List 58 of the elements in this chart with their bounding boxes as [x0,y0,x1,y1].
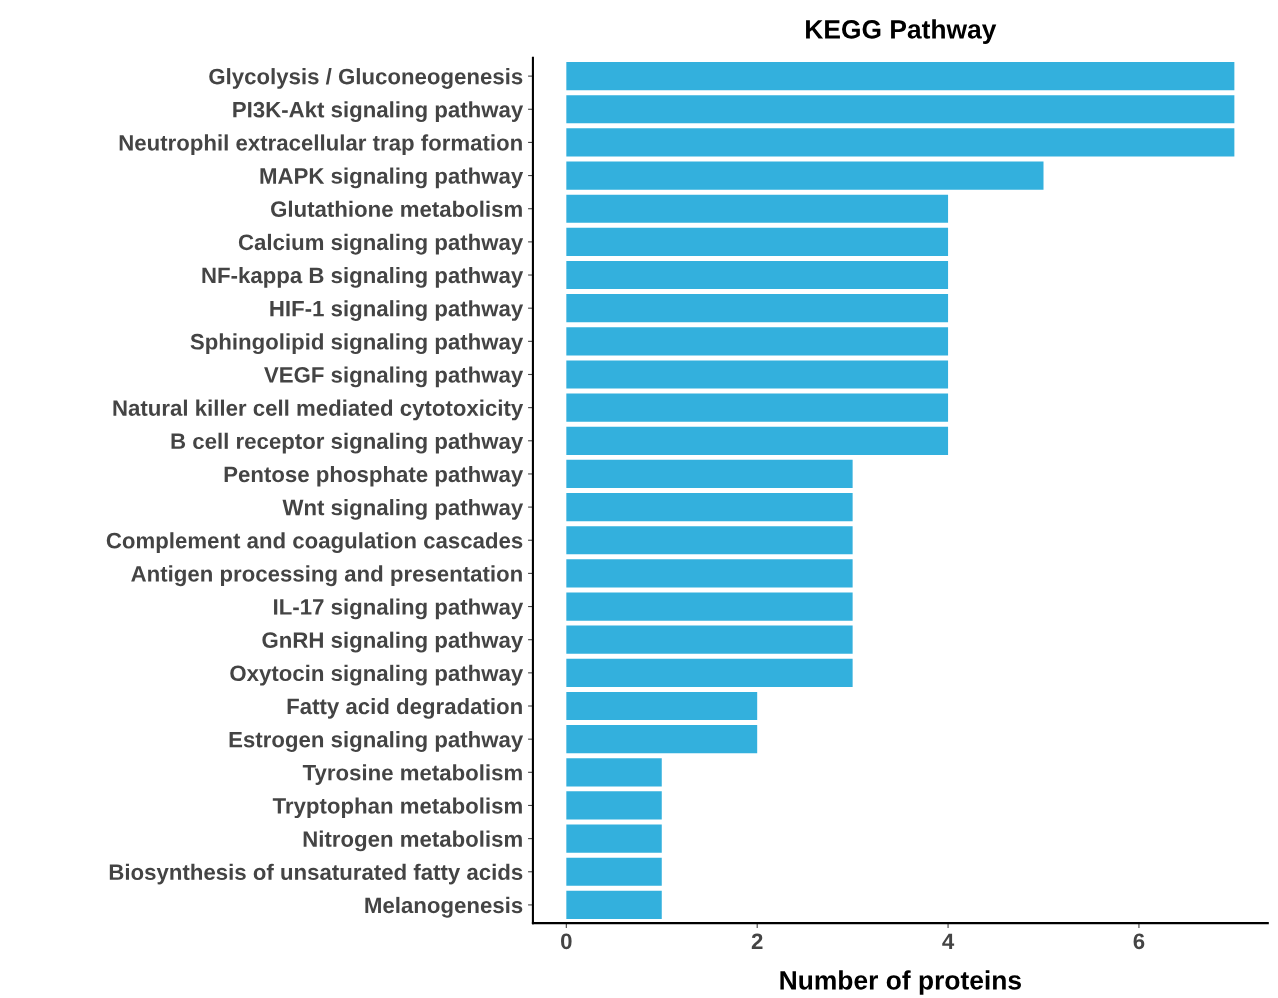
y-tick-label: Pentose phosphate pathway [224,465,524,487]
y-tick-label: VEGF signaling pathway [264,366,524,388]
x-tick-label: 0 [561,933,572,950]
bar [566,592,853,621]
bar [566,658,853,687]
bar [566,227,949,256]
y-tick-label: MAPK signaling pathway [260,167,524,189]
y-tick-label: Glycolysis / Gluconeogenesis [209,68,523,89]
bar [566,62,1235,91]
bar [566,327,949,356]
y-tick-label: IL-17 signaling pathway [274,598,524,620]
bar [566,360,949,389]
y-tick-label: Oxytocin signaling pathway [230,664,524,686]
y-tick-label: Calcium signaling pathway [238,233,524,255]
bar [566,758,662,787]
bar [566,393,949,422]
chart-title: KEGG Pathway [806,19,997,44]
x-tick-label: 2 [751,933,763,949]
bar [566,459,853,489]
y-tick-label: Estrogen signaling pathway [229,731,524,752]
y-tick-label: Wnt signaling pathway [282,499,524,520]
y-tick-label: Glutathione metabolism [271,200,522,217]
y-tick-label: Complement and coagulation cascades [106,532,523,554]
y-tick-label: HIF-1 signaling pathway [270,300,524,321]
bar [566,526,853,555]
bar [566,725,758,754]
y-tick-label: B cell receptor signaling pathway [171,432,524,454]
bar [566,426,949,455]
y-tick-label: Tryptophan metabolism [272,797,522,819]
y-tick-label: Fatty acid degradation [287,697,522,719]
y-tick-label: Biosynthesis of unsaturated fatty acids [109,863,523,885]
bar [566,559,853,588]
x-tick-label: 6 [1133,933,1145,950]
y-tick-label: Tyrosine metabolism [302,764,522,785]
y-tick-label: Antigen processing and presentation [131,565,522,587]
bar [566,691,758,721]
bar [566,824,662,853]
y-tick-label: Nitrogen metabolism [303,830,522,852]
bar [566,791,662,820]
bar [566,194,949,223]
y-tick-label: PI3K-Akt signaling pathway [233,101,524,123]
bar [566,294,949,323]
bar [566,128,1235,157]
bar [566,625,853,654]
bar [566,890,662,920]
x-axis-title: Number of proteins [780,970,1021,995]
y-tick-label: Melanogenesis [365,896,523,918]
bar [566,857,662,886]
y-tick-label: Sphingolipid signaling pathway [190,333,524,355]
x-tick-label: 4 [942,933,955,949]
y-tick-label: Neutrophil extracellular trap formation [119,134,522,156]
y-tick-label: NF-kappa B signaling pathway [202,266,524,288]
bar [566,95,1235,124]
y-tick-label: GnRH signaling pathway [262,631,524,653]
bar [566,260,949,290]
bar [566,493,853,522]
bar [566,161,1044,190]
y-tick-label: Natural killer cell mediated cytotoxicity [113,399,524,421]
